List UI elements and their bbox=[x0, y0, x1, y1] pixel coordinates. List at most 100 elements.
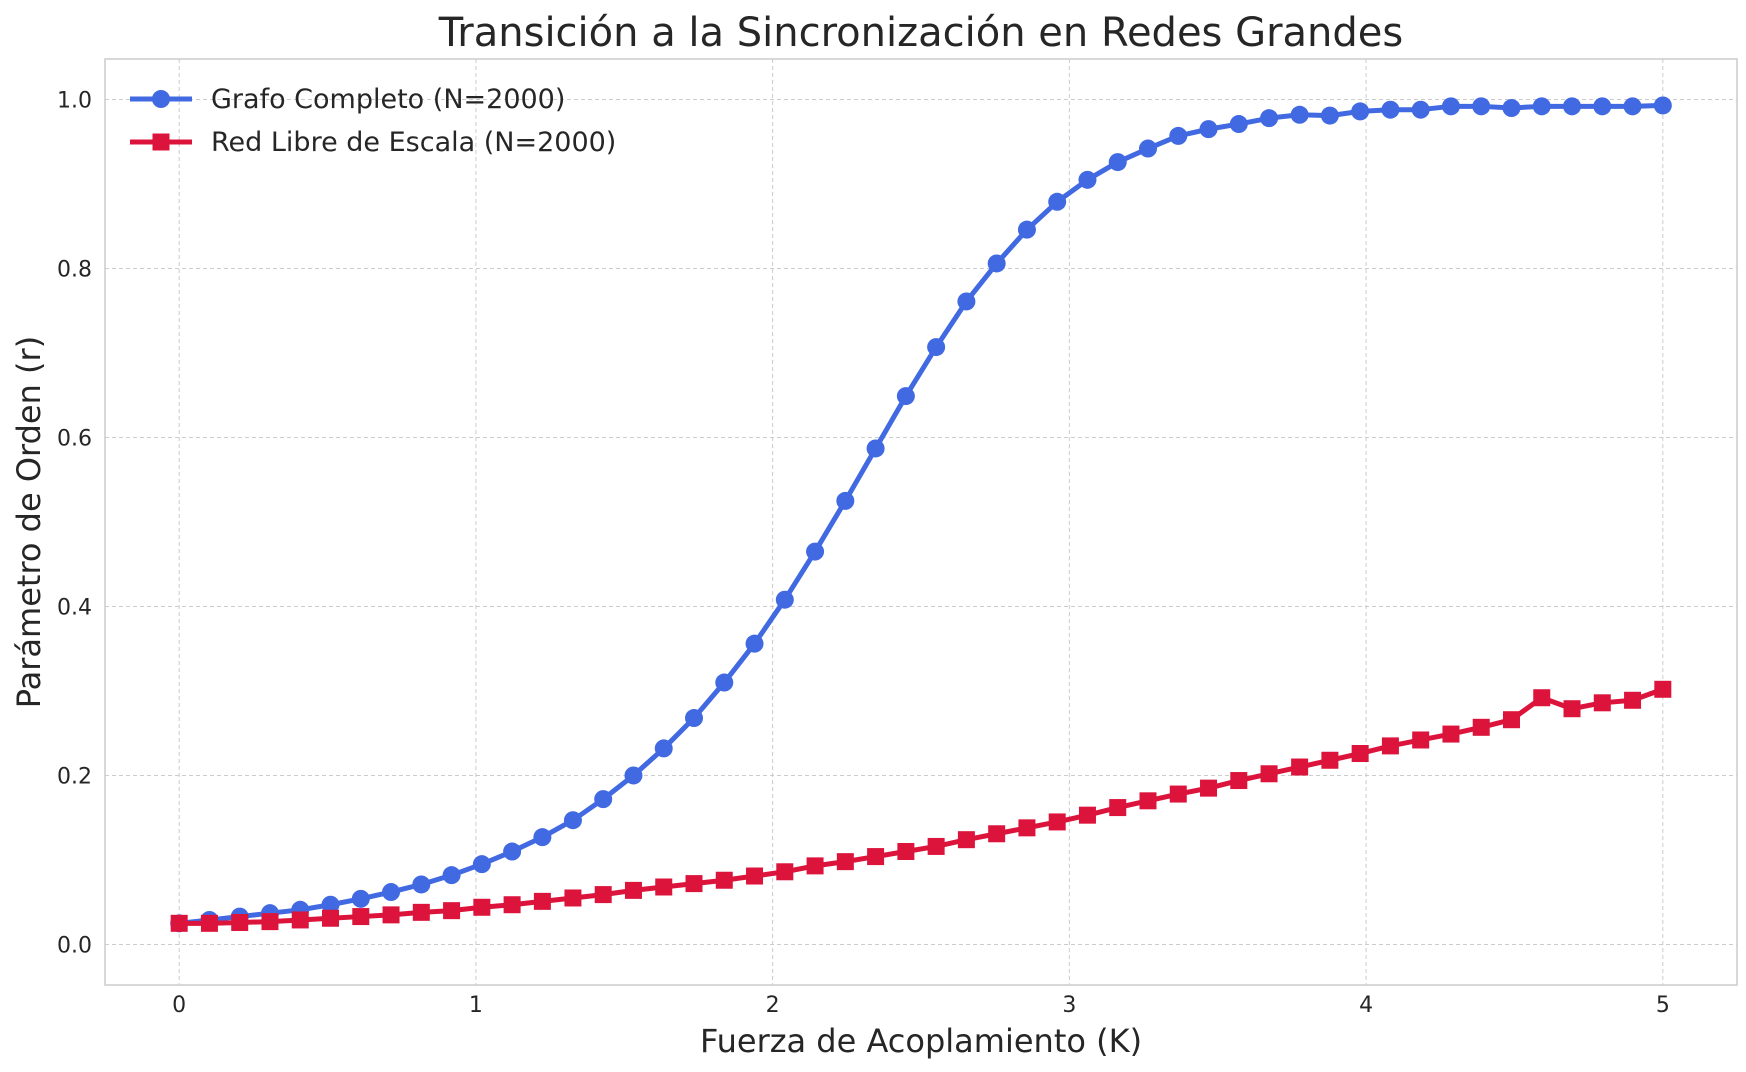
data-point bbox=[382, 883, 401, 902]
data-point bbox=[685, 875, 703, 893]
legend-item: Grafo Completo (N=2000) bbox=[130, 84, 565, 115]
data-point bbox=[1138, 139, 1157, 158]
x-tick-label: 3 bbox=[1062, 993, 1076, 1018]
legend: Grafo Completo (N=2000) Red Libre de Esca… bbox=[130, 84, 616, 158]
data-point bbox=[1229, 115, 1248, 134]
series-group bbox=[170, 680, 1672, 932]
data-point bbox=[412, 875, 431, 894]
data-point bbox=[867, 848, 885, 866]
data-point bbox=[1169, 126, 1188, 145]
data-point bbox=[1623, 97, 1642, 116]
data-point bbox=[1532, 97, 1551, 116]
data-point bbox=[152, 90, 170, 108]
data-point bbox=[563, 811, 582, 830]
data-point bbox=[776, 863, 794, 881]
data-point bbox=[322, 909, 340, 927]
data-point bbox=[836, 491, 855, 510]
data-point bbox=[775, 590, 794, 609]
x-axis-label: Fuerza de Acoplamiento (K) bbox=[700, 1022, 1142, 1060]
data-point bbox=[685, 709, 704, 728]
data-point bbox=[1291, 758, 1309, 776]
data-point bbox=[261, 913, 279, 931]
data-point bbox=[1624, 691, 1642, 709]
data-point bbox=[442, 866, 461, 885]
data-point bbox=[1230, 772, 1248, 790]
y-tick-label: 0.0 bbox=[57, 933, 92, 958]
data-point bbox=[1078, 806, 1096, 824]
data-point bbox=[231, 913, 249, 931]
legend-label: Grafo Completo (N=2000) bbox=[211, 84, 565, 115]
data-point bbox=[745, 634, 764, 653]
y-tick-label: 0.6 bbox=[57, 427, 92, 452]
data-point bbox=[957, 831, 975, 849]
grid-lines bbox=[105, 59, 1737, 985]
data-point bbox=[654, 739, 673, 758]
data-point bbox=[1412, 731, 1430, 749]
data-point bbox=[1533, 689, 1551, 707]
data-point bbox=[382, 906, 400, 924]
data-point bbox=[594, 790, 613, 809]
data-point bbox=[836, 853, 854, 871]
data-point bbox=[746, 867, 764, 885]
data-point bbox=[170, 914, 188, 932]
data-point bbox=[1441, 97, 1460, 116]
data-point bbox=[988, 825, 1006, 843]
chart-title: Transición a la Sincronización en Redes … bbox=[438, 10, 1404, 56]
data-point bbox=[412, 903, 430, 921]
data-point bbox=[1351, 745, 1369, 762]
data-point bbox=[1321, 751, 1339, 769]
data-point bbox=[152, 133, 170, 151]
data-point bbox=[655, 878, 673, 896]
data-point bbox=[1381, 737, 1399, 755]
x-tick-label: 2 bbox=[766, 993, 780, 1018]
data-point bbox=[1169, 785, 1187, 803]
legend-item: Red Libre de Escala (N=2000) bbox=[130, 127, 616, 158]
data-point bbox=[352, 908, 370, 926]
y-tick-label: 0.4 bbox=[57, 595, 92, 620]
data-point bbox=[1653, 96, 1672, 115]
data-point bbox=[1563, 700, 1581, 718]
data-point bbox=[1108, 153, 1127, 172]
data-point bbox=[533, 828, 552, 847]
data-point bbox=[1109, 799, 1127, 817]
series-group bbox=[170, 96, 1672, 933]
data-point bbox=[1502, 711, 1520, 729]
data-point bbox=[715, 871, 733, 889]
data-point bbox=[1472, 718, 1490, 736]
data-point bbox=[1351, 102, 1370, 121]
data-point bbox=[1260, 765, 1278, 783]
data-point bbox=[1200, 779, 1218, 797]
data-point bbox=[1290, 105, 1309, 124]
data-point bbox=[624, 881, 642, 899]
y-axis-label: Parámetro de Orden (r) bbox=[10, 336, 48, 708]
data-point bbox=[1018, 819, 1036, 837]
data-point bbox=[1048, 192, 1067, 211]
x-tick-label: 1 bbox=[469, 993, 483, 1018]
data-point bbox=[1502, 99, 1521, 118]
data-point bbox=[806, 857, 824, 875]
y-tick-label: 1.0 bbox=[57, 89, 92, 114]
data-point bbox=[1593, 694, 1611, 712]
data-point bbox=[1078, 170, 1097, 189]
data-point bbox=[806, 542, 825, 561]
data-point bbox=[472, 855, 491, 874]
data-point bbox=[594, 886, 612, 904]
x-tick-label: 0 bbox=[172, 993, 186, 1018]
data-point bbox=[927, 837, 945, 855]
data-point bbox=[503, 842, 522, 861]
data-point bbox=[443, 902, 461, 920]
data-point bbox=[987, 254, 1006, 273]
x-tick-label: 4 bbox=[1359, 993, 1373, 1018]
data-point bbox=[503, 896, 521, 914]
data-point bbox=[321, 895, 340, 914]
data-point bbox=[564, 889, 582, 907]
y-tick-label: 0.2 bbox=[57, 764, 92, 789]
data-point bbox=[927, 338, 946, 357]
tick-labels: 0 1 2 3 4 5 0.0 0.2 0.4 0.6 0.8 1.0 bbox=[57, 89, 1670, 1018]
series-layer bbox=[170, 96, 1672, 933]
data-point bbox=[291, 911, 309, 929]
plot-frame bbox=[104, 58, 1738, 986]
legend-label: Red Libre de Escala (N=2000) bbox=[211, 127, 616, 158]
data-point bbox=[1593, 97, 1612, 116]
